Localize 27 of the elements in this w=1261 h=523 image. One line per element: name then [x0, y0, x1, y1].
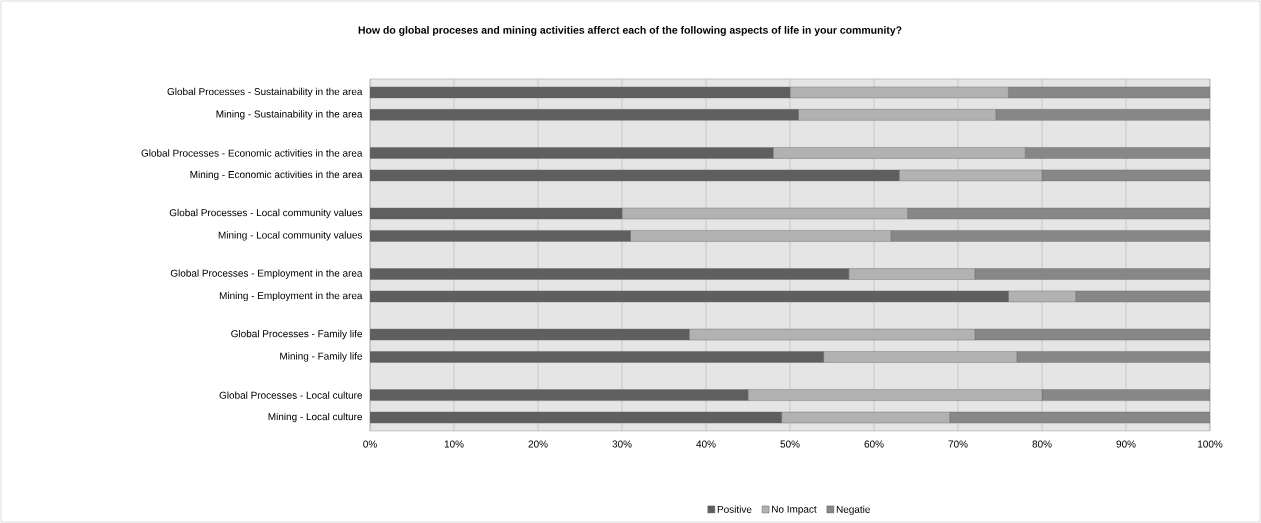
x-tick-label: 50%	[780, 440, 800, 448]
y-tick-label: Global Processes - Economic activities in the area	[141, 149, 363, 157]
y-tick-label: Mining - Sustainability in the area	[216, 110, 363, 120]
y-tick-label: Global Processes - Local culture	[219, 391, 363, 399]
y-tick-label: Mining - Employment in the area	[219, 291, 363, 302]
x-tick-label: 80%	[1032, 440, 1052, 448]
y-tick-label: Global Processes - Local community values	[169, 208, 363, 219]
x-tick-label: 70%	[948, 440, 968, 448]
y-tick-label: Mining - Family life	[280, 352, 363, 362]
x-tick-label: 100%	[1198, 440, 1223, 448]
y-tick-label: Global Processes - Family life	[231, 329, 363, 340]
x-tick-label: 40%	[696, 440, 716, 448]
chart-title: How do global proceses and mining activities afferct each of the following aspects of life in your community?	[358, 26, 902, 36]
legend-label: Positive	[717, 505, 752, 513]
x-tick-label: 30%	[612, 440, 632, 448]
x-tick-label: 10%	[444, 440, 464, 448]
y-tick-label: Mining - Local community values	[218, 231, 363, 241]
y-tick-label: Mining - Economic activities in the area	[190, 170, 363, 181]
x-tick-label: 20%	[528, 440, 548, 448]
x-tick-label: 90%	[1116, 440, 1136, 448]
x-tick-label: 0%	[363, 440, 377, 448]
y-tick-label: Global Processes - Sustainability in the area	[167, 87, 363, 98]
y-tick-label: Mining - Local culture	[268, 412, 363, 423]
x-tick-label: 60%	[864, 440, 884, 448]
legend-label: No Impact	[772, 505, 817, 515]
y-tick-label: Global Processes - Employment in the area	[170, 269, 363, 279]
legend-label: Negatie	[836, 505, 870, 515]
